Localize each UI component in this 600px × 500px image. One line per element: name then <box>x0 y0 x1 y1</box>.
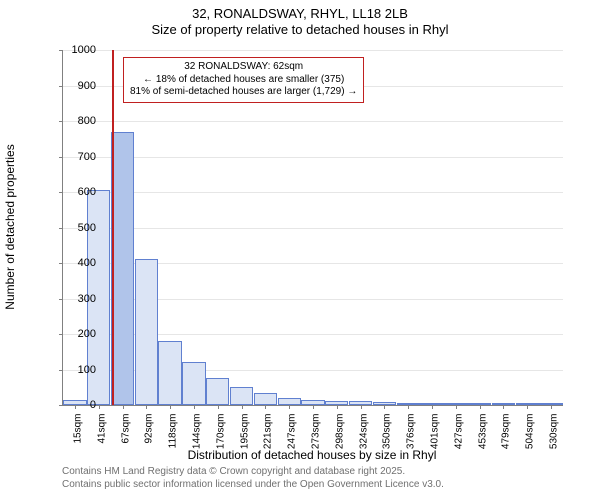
property-marker-line <box>112 50 114 405</box>
y-tick-label: 100 <box>62 364 96 376</box>
y-tick-label: 600 <box>62 186 96 198</box>
x-tick-label: 273sqm <box>311 414 322 450</box>
x-tick-label: 41sqm <box>96 414 107 444</box>
y-tick-label: 300 <box>62 293 96 305</box>
x-tick-label: 324sqm <box>358 414 369 450</box>
y-tick-label: 200 <box>62 328 96 340</box>
x-tick-label: 479sqm <box>501 414 512 450</box>
x-tick-label: 118sqm <box>168 414 179 449</box>
histogram-bar <box>182 362 205 405</box>
info-box-line: ← 18% of detached houses are smaller (37… <box>130 74 357 87</box>
histogram-bar <box>254 393 277 405</box>
histogram-bar <box>206 378 229 405</box>
x-tick-label: 170sqm <box>215 414 226 450</box>
chart-title-1: 32, RONALDSWAY, RHYL, LL18 2LB <box>0 6 600 22</box>
x-tick-label: 15sqm <box>72 414 83 444</box>
x-tick-label: 298sqm <box>334 414 345 450</box>
x-tick-label: 453sqm <box>477 414 488 450</box>
histogram-bar <box>135 259 158 405</box>
x-tick-label: 221sqm <box>263 414 274 450</box>
marker-info-box: 32 RONALDSWAY: 62sqm← 18% of detached ho… <box>123 57 364 103</box>
info-box-line: 32 RONALDSWAY: 62sqm <box>130 61 357 74</box>
x-tick-label: 376sqm <box>406 414 417 450</box>
x-tick-label: 144sqm <box>191 414 202 450</box>
histogram-bar <box>278 398 301 405</box>
info-box-line: 81% of semi-detached houses are larger (… <box>130 86 357 99</box>
x-tick-label: 401sqm <box>430 414 441 450</box>
x-tick-label: 67sqm <box>120 414 131 444</box>
footer-credits: Contains HM Land Registry data © Crown c… <box>62 466 444 491</box>
x-tick-label: 247sqm <box>287 414 298 450</box>
y-tick-label: 900 <box>62 80 96 92</box>
y-tick-label: 700 <box>62 151 96 163</box>
chart-title-2: Size of property relative to detached ho… <box>0 22 600 38</box>
y-axis-label: Number of detached properties <box>3 144 17 309</box>
footer-line-2: Contains public sector information licen… <box>62 479 444 492</box>
x-tick-label: 92sqm <box>144 414 155 444</box>
x-tick-label: 195sqm <box>239 414 250 450</box>
x-axis-label: Distribution of detached houses by size … <box>62 448 562 462</box>
y-tick-label: 800 <box>62 115 96 127</box>
histogram-bar <box>158 341 181 405</box>
y-tick-label: 500 <box>62 222 96 234</box>
x-tick-label: 427sqm <box>453 414 464 450</box>
y-tick-label: 0 <box>62 399 96 411</box>
y-tick-label: 400 <box>62 257 96 269</box>
histogram-plot: 32 RONALDSWAY: 62sqm← 18% of detached ho… <box>62 50 563 406</box>
y-tick-label: 1000 <box>62 44 96 56</box>
histogram-bar <box>230 387 253 405</box>
histogram-bar <box>111 132 134 405</box>
x-tick-label: 504sqm <box>525 414 536 450</box>
x-tick-label: 530sqm <box>549 414 560 450</box>
x-tick-label: 350sqm <box>382 414 393 450</box>
footer-line-1: Contains HM Land Registry data © Crown c… <box>62 466 444 479</box>
